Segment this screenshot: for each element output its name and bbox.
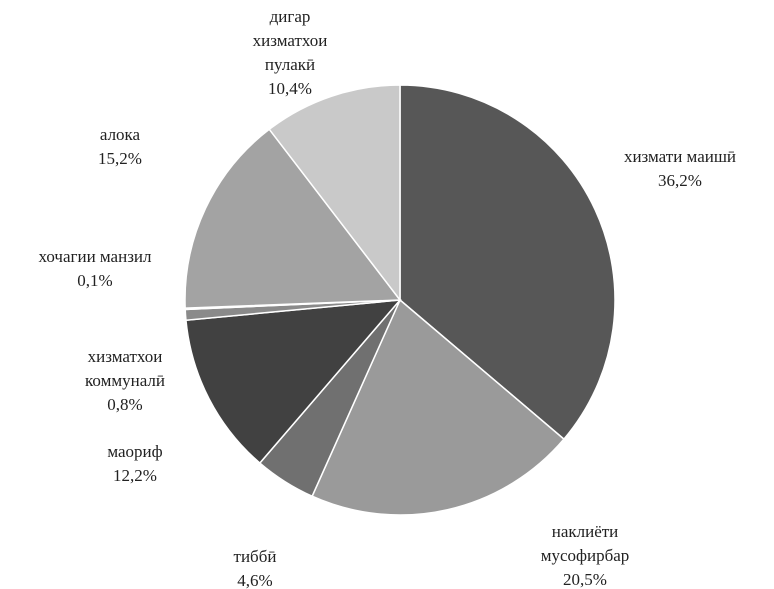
- value-label: 36,2%: [658, 171, 702, 190]
- slice-label: хизматхои коммуналӣ 0,8%: [70, 345, 180, 417]
- pie-slice: [185, 299, 402, 465]
- value-label: 0,1%: [77, 271, 113, 290]
- category-label: хочагии манзил: [38, 247, 152, 266]
- value-label: 20,5%: [563, 570, 607, 589]
- slice-label: дигар хизматхои пулакӣ 10,4%: [245, 5, 335, 101]
- value-label: 0,8%: [107, 395, 143, 414]
- value-label: 4,6%: [237, 571, 273, 589]
- slice-label: тиббӣ 4,6%: [215, 545, 295, 589]
- pie-slice: [268, 84, 401, 303]
- category-label: наклиёти мусофирбар: [540, 522, 630, 565]
- category-label: маориф: [107, 442, 163, 461]
- category-label: дигар хизматхои пулакӣ: [252, 7, 328, 74]
- category-label: хизматхои коммуналӣ: [85, 347, 165, 390]
- pie-slice: [184, 128, 402, 309]
- pie-slice: [311, 298, 565, 516]
- category-label: алока: [99, 125, 141, 144]
- category-label: хизмати маишӣ: [623, 147, 737, 166]
- value-label: 12,2%: [113, 466, 157, 485]
- slice-label: маориф 12,2%: [95, 440, 175, 488]
- value-label: 15,2%: [98, 149, 142, 168]
- slice-label: хочагии манзил 0,1%: [5, 245, 185, 293]
- category-label: тиббӣ: [233, 547, 277, 566]
- slice-label: наклиёти мусофирбар 20,5%: [530, 520, 640, 589]
- value-label: 10,4%: [268, 79, 312, 98]
- slice-label: алока 15,2%: [80, 123, 160, 171]
- pie-slice: [399, 84, 616, 441]
- slice-label: хизмати маишӣ 36,2%: [580, 145, 774, 193]
